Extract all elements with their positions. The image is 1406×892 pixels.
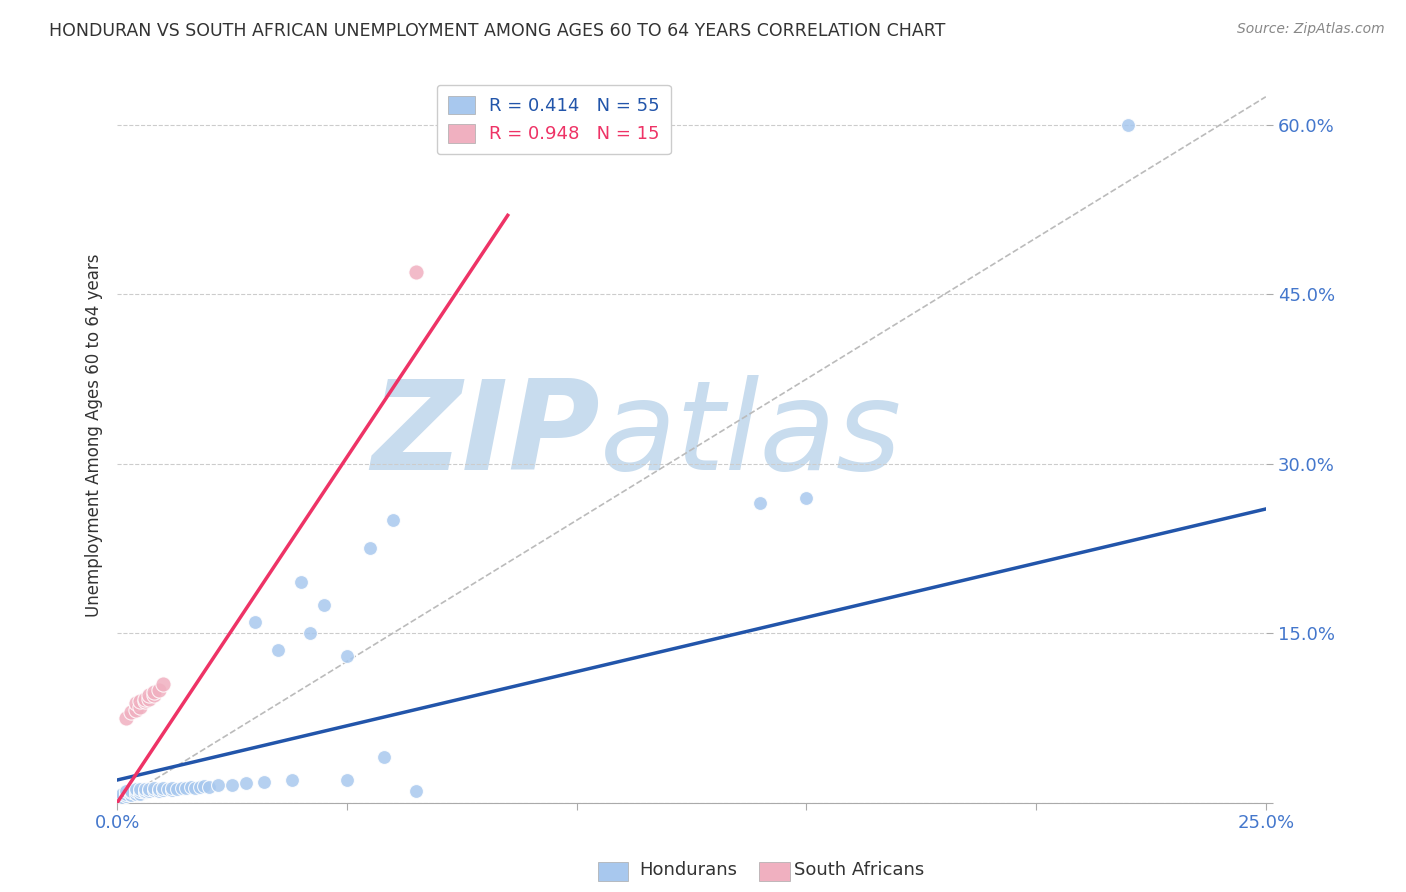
Point <box>243 615 266 629</box>
Point <box>207 778 229 792</box>
Point <box>156 782 179 797</box>
Text: ZIP: ZIP <box>371 375 599 496</box>
Point <box>142 783 165 797</box>
Text: Hondurans: Hondurans <box>640 861 738 879</box>
Point <box>162 783 184 797</box>
Point <box>134 784 156 798</box>
Point <box>124 782 146 797</box>
Point <box>148 682 170 697</box>
Point <box>180 780 202 794</box>
Point <box>138 784 160 798</box>
Point <box>749 496 772 510</box>
Point <box>148 784 170 798</box>
Point <box>152 780 174 795</box>
Point <box>134 785 156 799</box>
Point <box>129 694 152 708</box>
Point <box>281 772 304 787</box>
Point <box>796 491 818 505</box>
Point <box>221 778 243 792</box>
Point <box>111 789 134 804</box>
Point <box>120 705 142 719</box>
Point <box>124 787 146 801</box>
Point <box>115 784 138 798</box>
Point <box>1116 118 1139 132</box>
Point <box>405 265 427 279</box>
Point <box>142 685 165 699</box>
Point <box>120 788 142 802</box>
Point <box>174 780 197 795</box>
Point <box>235 776 257 790</box>
Point <box>138 782 160 797</box>
Point <box>198 780 221 794</box>
Point <box>359 541 381 556</box>
Point <box>124 696 146 710</box>
Text: atlas: atlas <box>599 375 901 496</box>
Point <box>188 780 211 794</box>
Point <box>312 598 335 612</box>
Text: Source: ZipAtlas.com: Source: ZipAtlas.com <box>1237 22 1385 37</box>
Point <box>253 775 276 789</box>
Point <box>152 677 174 691</box>
Point <box>148 782 170 797</box>
Point <box>134 782 156 797</box>
Point <box>184 780 207 795</box>
Point <box>129 699 152 714</box>
Point <box>267 643 290 657</box>
Point <box>142 688 165 702</box>
Point <box>134 691 156 706</box>
Point <box>166 782 188 797</box>
Point <box>336 772 359 787</box>
Point <box>129 782 152 797</box>
Point <box>336 648 359 663</box>
Text: HONDURAN VS SOUTH AFRICAN UNEMPLOYMENT AMONG AGES 60 TO 64 YEARS CORRELATION CHA: HONDURAN VS SOUTH AFRICAN UNEMPLOYMENT A… <box>49 22 946 40</box>
Point <box>193 779 215 793</box>
Text: South Africans: South Africans <box>794 861 925 879</box>
Point <box>299 626 322 640</box>
Point <box>124 703 146 717</box>
Point <box>115 789 138 803</box>
Point <box>142 780 165 795</box>
Point <box>170 780 193 795</box>
Point <box>111 787 134 801</box>
Point <box>405 784 427 798</box>
Point <box>381 513 404 527</box>
Point <box>124 784 146 798</box>
Point <box>129 787 152 801</box>
Point <box>152 783 174 797</box>
Point <box>120 785 142 799</box>
Point <box>290 575 312 590</box>
Point <box>162 780 184 795</box>
Point <box>120 784 142 798</box>
Point <box>138 691 160 706</box>
Point <box>138 688 160 702</box>
Point <box>373 750 395 764</box>
Point <box>134 694 156 708</box>
Point <box>115 787 138 801</box>
Legend: R = 0.414   N = 55, R = 0.948   N = 15: R = 0.414 N = 55, R = 0.948 N = 15 <box>437 85 671 154</box>
Point <box>115 711 138 725</box>
Y-axis label: Unemployment Among Ages 60 to 64 years: Unemployment Among Ages 60 to 64 years <box>86 254 103 617</box>
Point <box>129 784 152 798</box>
